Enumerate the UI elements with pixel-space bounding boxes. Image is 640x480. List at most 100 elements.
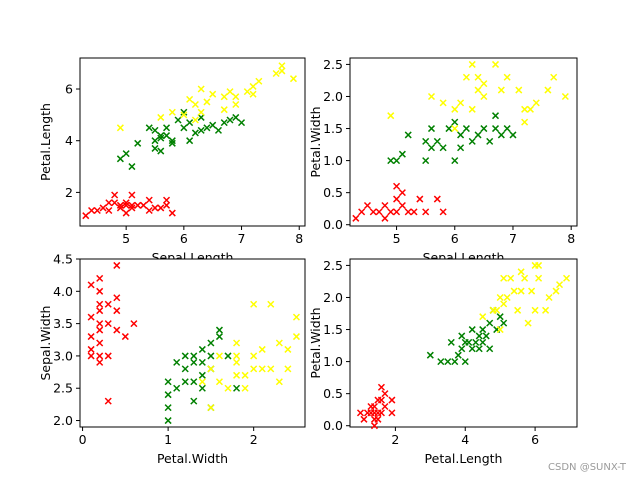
point-versicolor [486, 345, 494, 353]
point-virginica [544, 86, 552, 94]
point-setosa [398, 201, 406, 210]
point-virginica [561, 92, 569, 101]
point-versicolor [116, 155, 124, 163]
point-virginica [275, 339, 283, 347]
point-versicolor [387, 157, 395, 165]
point-setosa [113, 307, 121, 315]
point-versicolor [157, 147, 165, 155]
point-versicolor [479, 326, 487, 334]
point-virginica [550, 73, 558, 81]
point-versicolor [190, 378, 198, 386]
point-virginica [289, 75, 297, 83]
point-virginica [226, 88, 234, 96]
point-versicolor [497, 131, 505, 139]
y-tick-label: 2.0 [323, 290, 343, 305]
point-versicolor [215, 333, 223, 341]
point-setosa [356, 409, 365, 417]
point-versicolor [197, 126, 205, 134]
point-virginica [292, 313, 300, 321]
point-setosa [104, 300, 112, 308]
point-setosa [128, 191, 136, 199]
point-versicolor [197, 113, 205, 121]
point-versicolor [180, 124, 188, 132]
point-virginica [427, 92, 436, 101]
x-tick-label: 0 [79, 432, 87, 447]
point-versicolor [209, 121, 217, 129]
point-virginica [510, 287, 518, 295]
x-tick-label: 6 [180, 231, 188, 246]
point-setosa [139, 201, 147, 209]
point-setosa [128, 201, 136, 209]
point-setosa [105, 199, 113, 207]
plot-area [349, 258, 578, 428]
point-setosa [416, 195, 424, 203]
point-virginica [267, 365, 275, 373]
point-setosa [381, 201, 389, 210]
point-setosa [96, 287, 104, 295]
point-virginica [521, 274, 529, 282]
point-versicolor [457, 144, 465, 152]
point-virginica [491, 60, 500, 68]
point-setosa [96, 339, 104, 347]
point-versicolor [472, 338, 480, 346]
point-virginica [496, 293, 504, 302]
point-versicolor [232, 113, 240, 121]
point-setosa [388, 409, 396, 417]
point-setosa [116, 204, 124, 212]
point-versicolor [164, 378, 172, 386]
point-setosa [393, 182, 401, 190]
point-virginica [521, 105, 529, 113]
point-versicolor [164, 391, 172, 399]
point-versicolor [465, 338, 473, 346]
point-setosa [96, 358, 104, 366]
point-setosa [404, 208, 412, 216]
x-tick-label: 8 [567, 231, 575, 246]
point-setosa [116, 201, 124, 209]
point-virginica [267, 300, 275, 308]
point-versicolor [422, 137, 430, 145]
y-tick-label: 2.5 [53, 381, 73, 396]
point-setosa [393, 195, 401, 203]
point-versicolor [168, 137, 176, 145]
point-virginica [517, 287, 525, 295]
point-setosa [82, 212, 90, 220]
point-virginica [249, 90, 257, 98]
point-virginica [198, 378, 206, 386]
point-versicolor [509, 131, 517, 139]
point-setosa [381, 214, 389, 222]
point-versicolor [474, 131, 482, 139]
point-setosa [163, 201, 171, 209]
point-setosa [104, 397, 112, 405]
point-setosa [370, 422, 378, 430]
point-virginica [292, 333, 300, 341]
point-versicolor [173, 358, 181, 366]
point-virginica [507, 274, 515, 282]
x-tick-label: 1 [164, 432, 172, 447]
point-virginica [542, 306, 550, 314]
point-setosa [96, 326, 104, 334]
point-versicolor [207, 339, 215, 347]
point-setosa [398, 189, 406, 197]
point-setosa [145, 206, 153, 215]
point-setosa [130, 320, 138, 328]
point-versicolor [437, 358, 445, 366]
point-versicolor [214, 126, 222, 134]
point-setosa [93, 206, 101, 215]
point-setosa [96, 352, 104, 360]
point-virginica [497, 86, 505, 94]
y-tick-label: 4.5 [53, 252, 73, 267]
point-versicolor [190, 358, 198, 366]
point-virginica [250, 352, 258, 360]
point-setosa [377, 409, 385, 417]
point-virginica [241, 371, 249, 379]
point-virginica [500, 300, 508, 308]
point-virginica [243, 88, 251, 96]
point-versicolor [164, 404, 172, 412]
point-setosa [375, 208, 383, 216]
x-axis-label: Petal.Length [425, 451, 503, 466]
point-virginica [535, 261, 543, 269]
point-setosa [96, 274, 104, 282]
plot-area [79, 57, 306, 227]
point-setosa [87, 281, 95, 289]
